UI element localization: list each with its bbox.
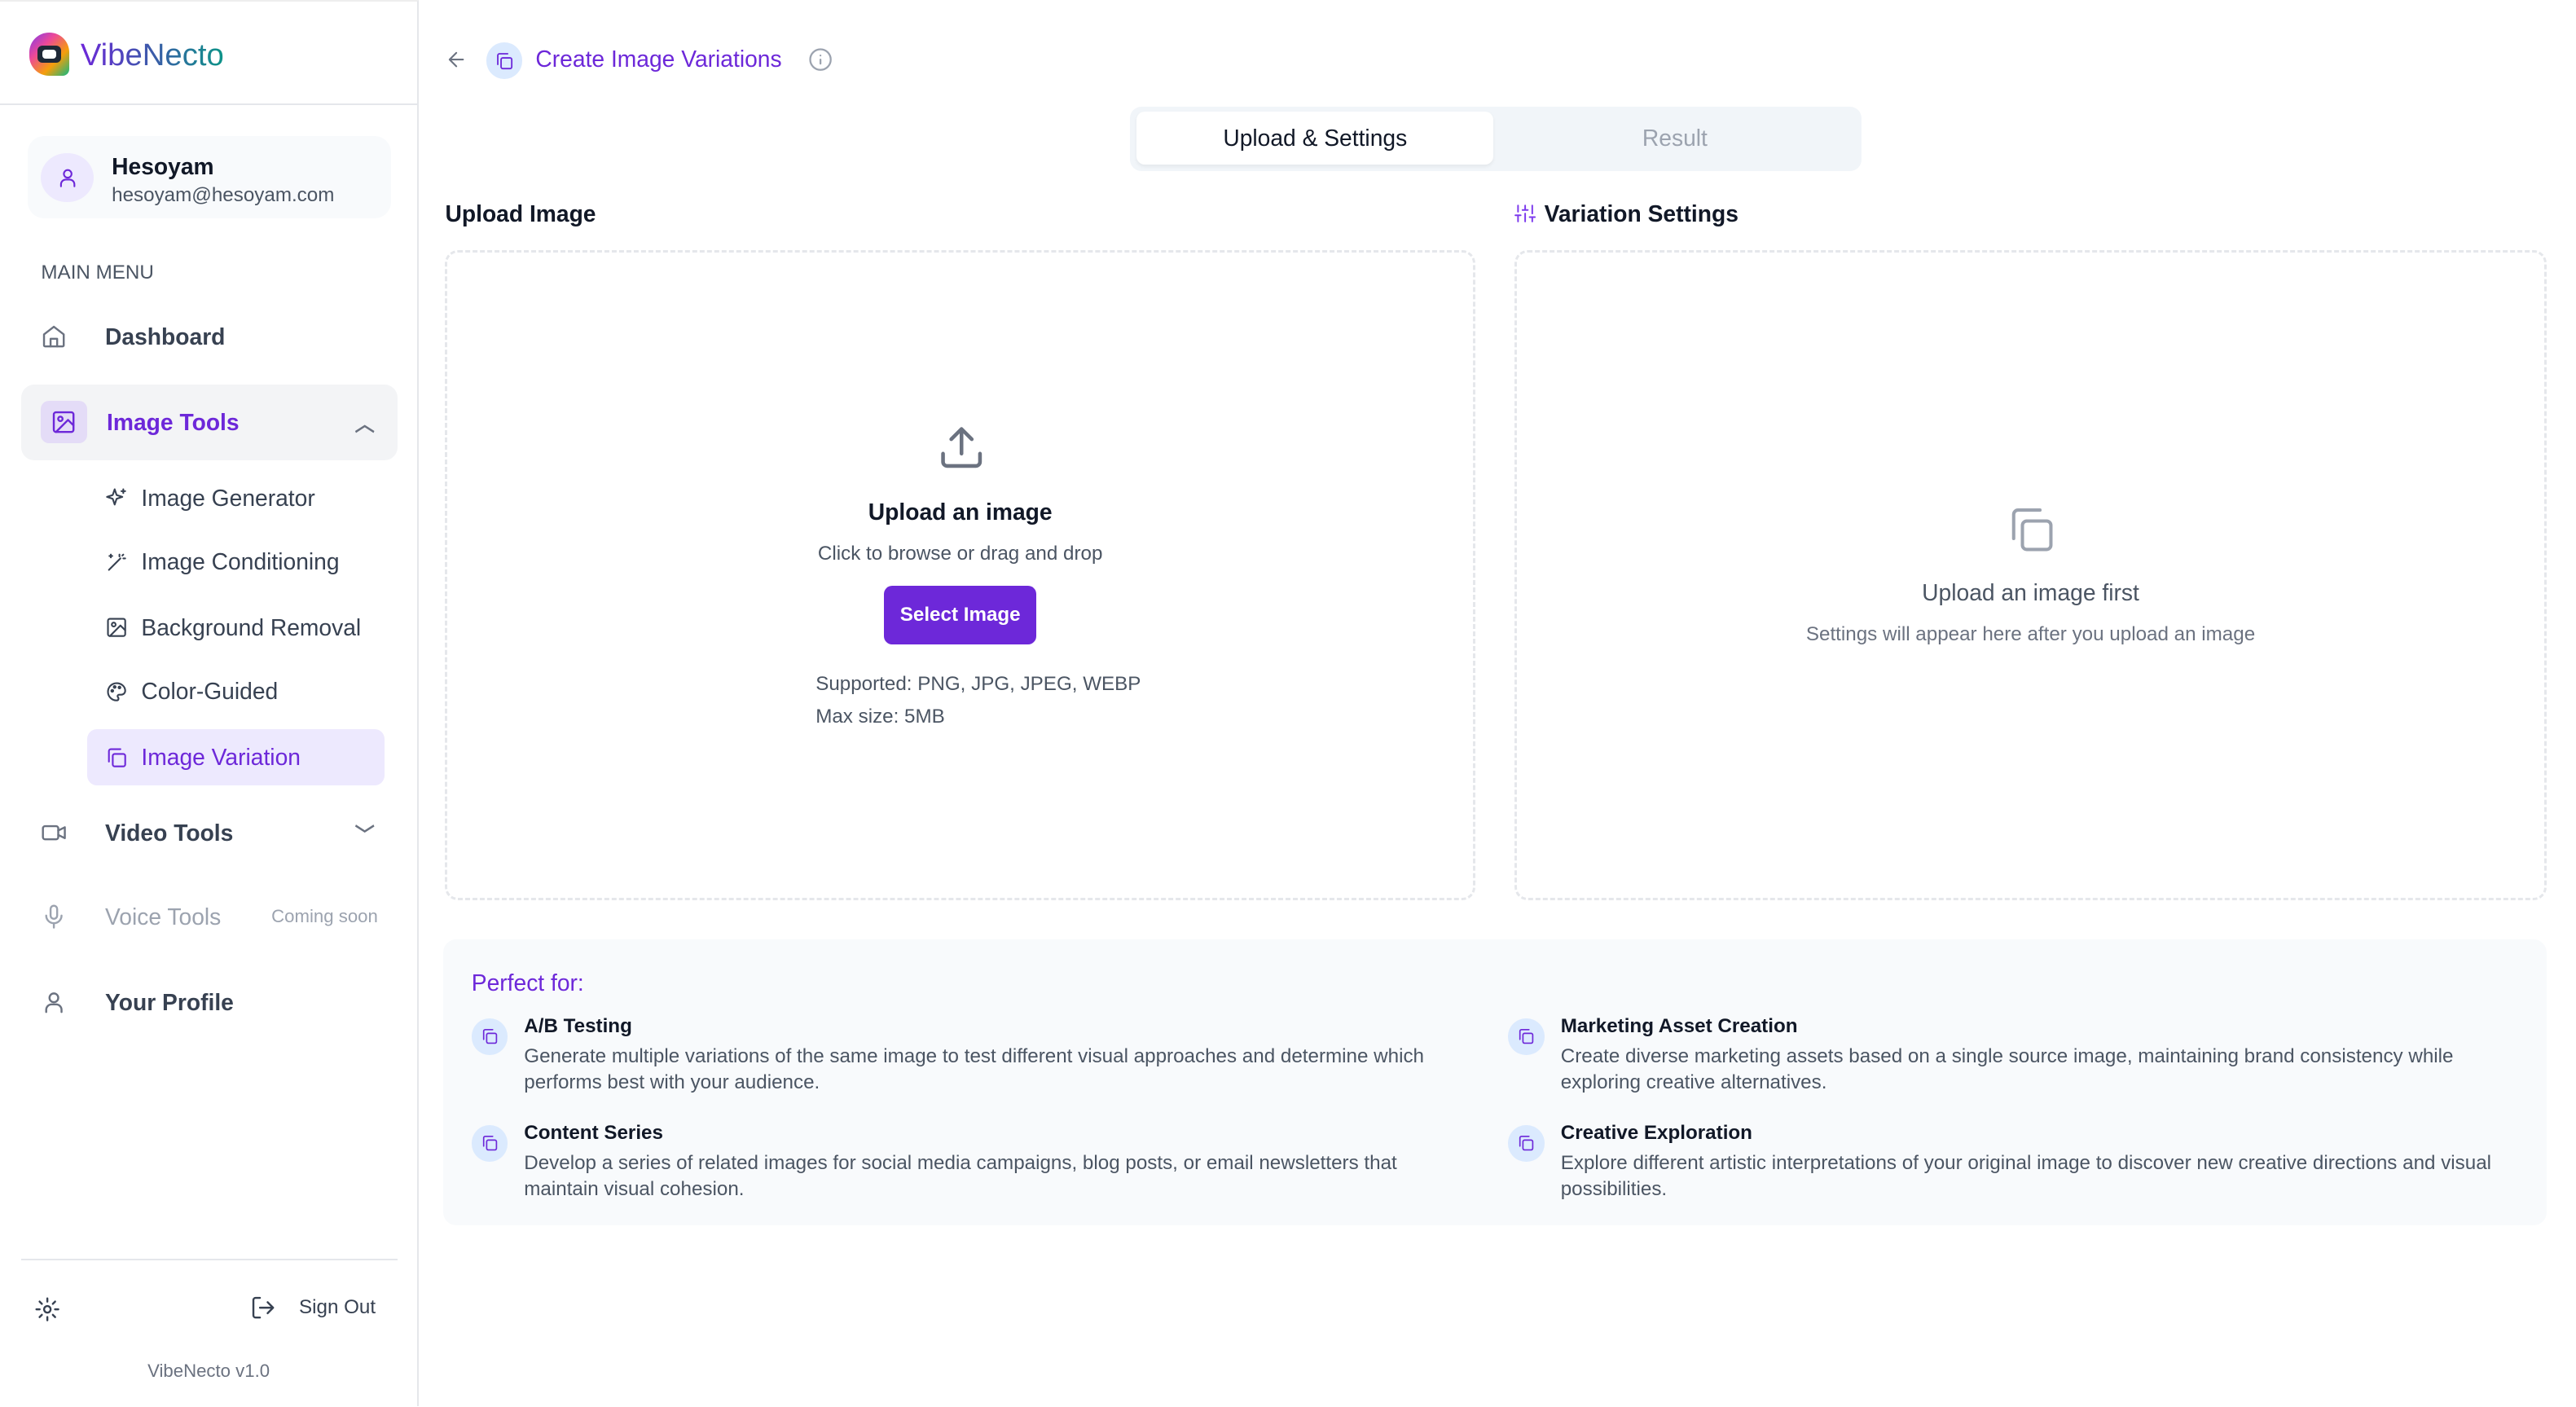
- upload-subtitle: Click to browse or drag and drop: [817, 543, 1103, 565]
- divider: [21, 1258, 398, 1260]
- copy-icon: [471, 1125, 508, 1162]
- wand-icon: [105, 551, 141, 574]
- use-case-title: Content Series: [524, 1122, 663, 1145]
- sidebar-item-voice-tools: Voice Tools Coming soon: [21, 879, 398, 955]
- select-image-button[interactable]: Select Image: [883, 585, 1037, 645]
- upload-icon: [937, 423, 986, 478]
- sidebar-item-image-tools[interactable]: Image Tools ︿: [21, 384, 398, 460]
- mic-icon: [41, 892, 103, 941]
- image-icon: [105, 616, 141, 639]
- copy-icon: [471, 1018, 508, 1055]
- sidebar-item-label: Image Tools: [107, 408, 240, 435]
- supported-formats: Supported: PNG, JPG, JPEG, WEBP: [815, 672, 1141, 695]
- user-icon: [59, 169, 75, 187]
- sidebar-subitem-label: Image Generator: [141, 484, 315, 511]
- chevron-down-icon[interactable]: ﹀: [354, 824, 375, 846]
- user-card[interactable]: Hesoyam hesoyam@hesoyam.com: [28, 136, 391, 219]
- sidebar-item-your-profile[interactable]: Your Profile: [21, 965, 398, 1040]
- sign-out-label: Sign Out: [298, 1296, 376, 1319]
- settings-empty-subtitle: Settings will appear here after you uplo…: [1805, 623, 2256, 646]
- sidebar-subitem-image-generator[interactable]: Image Generator: [87, 470, 385, 526]
- logout-icon: [252, 1296, 274, 1319]
- copy-icon: [486, 42, 523, 79]
- copy-icon: [2005, 503, 2058, 563]
- perfect-for-section: Perfect for: A/B Testing Generate multip…: [443, 939, 2547, 1226]
- sliders-icon: [1514, 204, 1536, 223]
- upload-dropzone[interactable]: Upload an image Click to browse or drag …: [445, 249, 1475, 901]
- sidebar-subitem-label: Color-Guided: [141, 678, 279, 705]
- sidebar-subitem-image-variation[interactable]: Image Variation: [86, 729, 385, 785]
- tab-bar: Upload & Settings Result: [1130, 107, 1862, 171]
- page-title: Create Image Variations: [535, 46, 782, 73]
- sidebar-item-dashboard[interactable]: Dashboard: [21, 299, 398, 375]
- video-icon: [41, 808, 103, 857]
- sidebar: VibeNecto Hesoyam hesoyam@hesoyam.com MA…: [0, 0, 420, 1407]
- use-case-description: Generate multiple variations of the same…: [524, 1044, 1424, 1093]
- app-logo-text[interactable]: VibeNecto: [80, 37, 224, 73]
- chevron-up-icon[interactable]: ︿: [354, 413, 375, 436]
- sidebar-subitem-label: Image Conditioning: [141, 548, 340, 575]
- palette-icon: [105, 680, 141, 703]
- settings-heading: Variation Settings: [1544, 200, 1739, 227]
- copy-icon: [1508, 1125, 1545, 1162]
- use-case-title: A/B Testing: [524, 1015, 632, 1038]
- sidebar-item-label: Dashboard: [105, 323, 226, 350]
- sidebar-subitem-image-conditioning[interactable]: Image Conditioning: [87, 534, 385, 590]
- use-case-description: Explore different artistic interpretatio…: [1560, 1151, 2492, 1200]
- sidebar-item-label: Voice Tools: [105, 903, 222, 930]
- home-icon: [41, 312, 103, 361]
- settings-panel: Upload an image first Settings will appe…: [1514, 249, 2547, 901]
- upload-title: Upload an image: [868, 499, 1053, 525]
- sidebar-subitem-label: Background Removal: [141, 613, 362, 640]
- use-case-title: Marketing Asset Creation: [1560, 1015, 1798, 1038]
- image-icon: [41, 398, 103, 446]
- sidebar-subitem-background-removal[interactable]: Background Removal: [87, 600, 385, 656]
- user-email: hesoyam@hesoyam.com: [112, 183, 335, 206]
- coming-soon-badge: Coming soon: [271, 906, 378, 927]
- user-icon: [41, 978, 103, 1027]
- sidebar-item-label: Your Profile: [105, 988, 234, 1015]
- use-case-description: Create diverse marketing assets based on…: [1560, 1044, 2454, 1093]
- sign-out-button[interactable]: Sign Out: [250, 1295, 376, 1321]
- avatar: [41, 152, 94, 202]
- max-size: Max size: 5MB: [815, 706, 945, 728]
- back-arrow-icon[interactable]: [445, 47, 468, 77]
- upload-heading: Upload Image: [445, 200, 596, 227]
- settings-empty-title: Upload an image first: [1922, 578, 2139, 605]
- section-label: MAIN MENU: [41, 261, 154, 284]
- tab-upload-settings[interactable]: Upload & Settings: [1136, 112, 1494, 165]
- sparkles-icon: [105, 486, 141, 509]
- use-case-title: Creative Exploration: [1560, 1122, 1752, 1145]
- copy-icon: [105, 746, 141, 769]
- settings-heading-wrap: Variation Settings: [1514, 200, 1739, 227]
- sidebar-item-label: Video Tools: [105, 819, 234, 846]
- user-name: Hesoyam: [112, 152, 214, 179]
- use-case-description: Develop a series of related images for s…: [524, 1151, 1397, 1200]
- logo-icon: [29, 33, 69, 76]
- sidebar-subitem-label: Image Variation: [141, 744, 301, 771]
- info-icon[interactable]: [808, 47, 833, 78]
- app-version: VibeNecto v1.0: [147, 1360, 270, 1381]
- copy-icon: [1508, 1018, 1545, 1055]
- sidebar-subitem-color-guided[interactable]: Color-Guided: [87, 664, 385, 720]
- divider: [0, 103, 418, 106]
- tab-result[interactable]: Result: [1642, 124, 1708, 151]
- sidebar-item-video-tools[interactable]: Video Tools ﹀: [21, 795, 398, 871]
- perfect-for-heading: Perfect for:: [471, 969, 584, 996]
- settings-gear-icon[interactable]: [34, 1296, 60, 1329]
